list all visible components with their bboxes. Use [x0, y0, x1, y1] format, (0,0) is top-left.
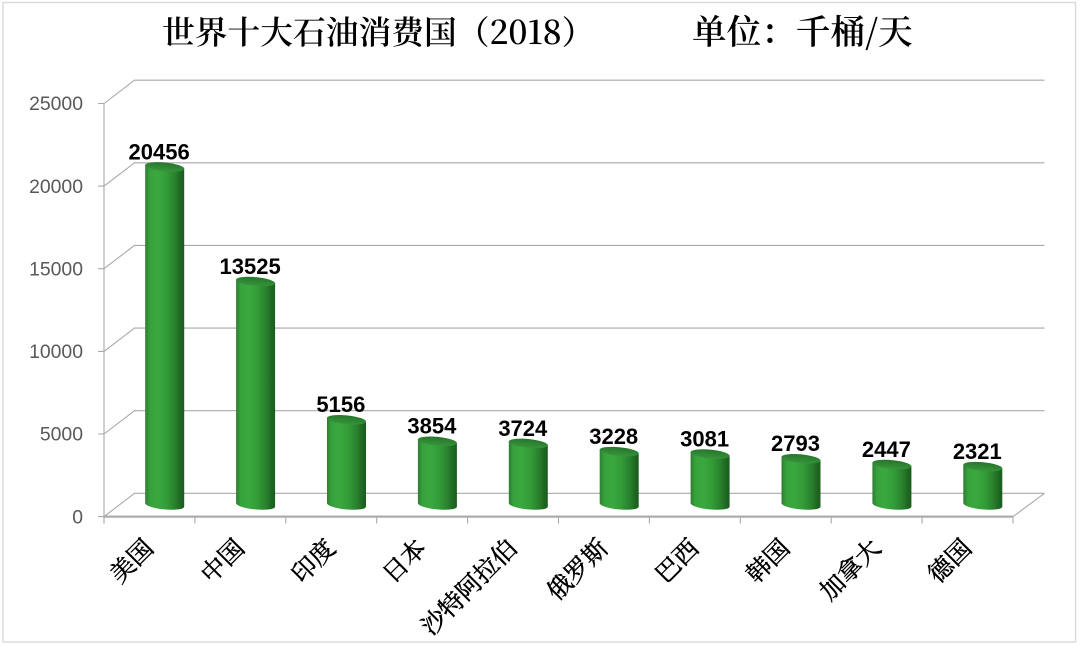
svg-text:10000: 10000: [29, 341, 83, 363]
svg-text:3081: 3081: [680, 426, 729, 451]
svg-text:5000: 5000: [40, 424, 83, 446]
svg-text:20000: 20000: [29, 176, 83, 198]
svg-text:0: 0: [72, 506, 83, 528]
svg-text:2793: 2793: [771, 431, 820, 456]
svg-text:3724: 3724: [498, 416, 548, 441]
svg-text:20456: 20456: [129, 139, 190, 164]
svg-text:15000: 15000: [29, 258, 83, 280]
svg-text:2321: 2321: [953, 439, 1002, 464]
svg-text:5156: 5156: [316, 392, 365, 417]
svg-text:13525: 13525: [220, 254, 281, 279]
svg-text:25000: 25000: [29, 93, 83, 115]
svg-text:3854: 3854: [407, 414, 457, 439]
svg-text:3228: 3228: [589, 424, 638, 449]
svg-text:2447: 2447: [862, 437, 911, 462]
